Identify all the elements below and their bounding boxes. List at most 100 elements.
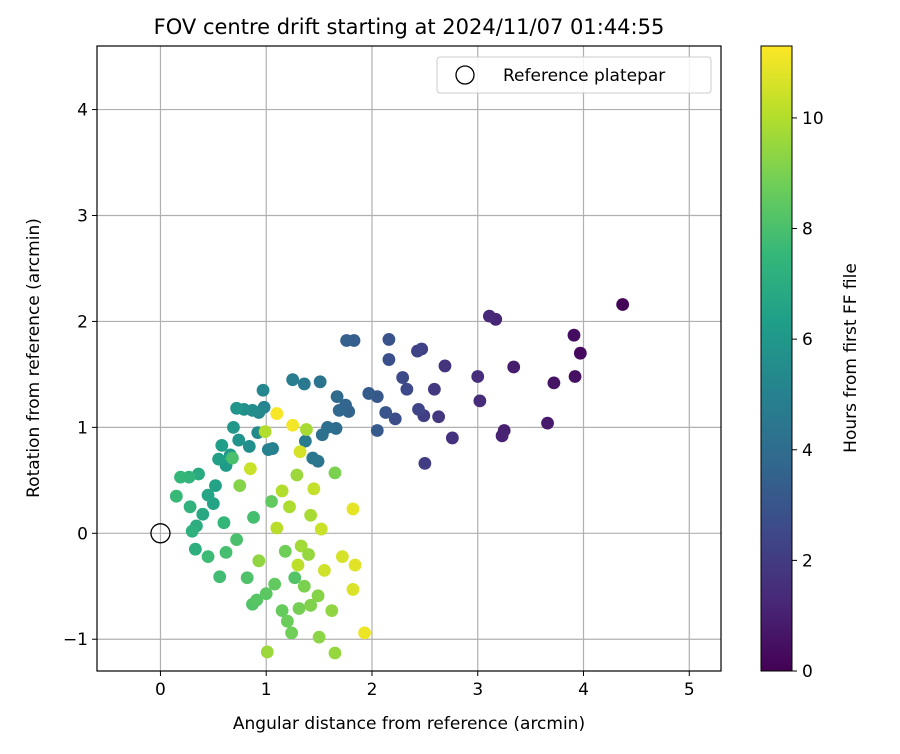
data-point <box>174 470 187 484</box>
data-point <box>286 418 300 432</box>
reference-platepar-marker <box>150 523 171 544</box>
data-point <box>225 451 239 465</box>
data-point <box>304 598 318 612</box>
data-point <box>445 431 459 445</box>
data-point <box>427 382 441 396</box>
data-point <box>473 394 487 408</box>
data-point <box>541 416 554 430</box>
data-point <box>258 425 272 438</box>
data-point <box>362 387 376 400</box>
data-point <box>568 370 582 383</box>
data-point <box>201 488 215 502</box>
colorbar-gradient <box>760 45 793 672</box>
data-point <box>230 401 244 415</box>
data-point <box>240 571 254 585</box>
data-point <box>432 410 446 424</box>
data-point <box>188 542 202 556</box>
data-point <box>382 353 396 366</box>
data-point <box>547 376 561 390</box>
data-point <box>400 382 414 396</box>
data-point <box>212 452 226 466</box>
chart-title: FOV centre drift starting at 2024/11/07 … <box>154 15 665 39</box>
data-point <box>183 500 197 514</box>
data-point <box>286 373 300 387</box>
data-point <box>297 579 311 593</box>
data-point <box>270 521 284 535</box>
data-point <box>300 423 313 436</box>
data-point <box>230 533 244 547</box>
data-point <box>278 544 292 558</box>
legend-box <box>436 56 712 94</box>
y-tick-label: 3 <box>77 206 88 226</box>
data-point <box>260 645 274 659</box>
data-point <box>388 412 402 426</box>
data-point <box>332 404 346 417</box>
data-point <box>382 333 396 346</box>
data-point <box>242 440 256 453</box>
colorbar-tick-label: 0 <box>802 662 813 682</box>
colorbar-tick-label: 6 <box>802 330 813 350</box>
data-point <box>482 309 496 323</box>
data-point <box>217 516 231 530</box>
data-point <box>340 334 353 347</box>
data-point <box>396 371 410 384</box>
data-point <box>290 468 304 482</box>
data-point <box>330 390 344 404</box>
data-point <box>312 630 326 644</box>
legend: Reference platepar <box>436 56 712 94</box>
data-point <box>169 489 183 503</box>
data-point <box>247 510 260 524</box>
data-point <box>280 614 294 628</box>
data-point <box>233 479 247 493</box>
data-point <box>298 434 312 448</box>
reference-marker-group <box>150 523 171 544</box>
y-axis-ticks: −1 0 1 2 3 4 <box>63 101 97 650</box>
x-axis-ticks: 0 1 2 3 4 5 <box>155 671 695 700</box>
data-point <box>306 451 320 465</box>
data-point <box>209 479 222 493</box>
data-point <box>201 550 215 563</box>
data-point <box>314 522 328 536</box>
colorbar-label: Hours from first FF file <box>841 263 861 453</box>
data-point <box>243 462 257 476</box>
data-point <box>270 407 284 420</box>
data-point <box>283 500 296 514</box>
data-point <box>307 482 321 496</box>
data-point <box>293 445 307 459</box>
data-point <box>265 495 278 508</box>
data-point <box>315 428 329 442</box>
x-tick-label: 1 <box>261 680 272 700</box>
data-point <box>438 359 452 373</box>
data-point <box>325 604 339 618</box>
data-point <box>285 626 299 640</box>
data-point <box>275 484 289 498</box>
data-point <box>313 375 327 389</box>
data-point <box>268 577 282 591</box>
data-point <box>185 524 199 538</box>
data-point <box>495 429 509 443</box>
data-point <box>411 344 424 358</box>
data-point <box>213 570 227 584</box>
plot-frame <box>96 45 722 672</box>
data-point <box>215 438 229 452</box>
data-point <box>252 554 266 568</box>
x-tick-label: 5 <box>684 680 695 700</box>
colorbar-tick-label: 8 <box>802 220 813 240</box>
data-point <box>348 558 362 572</box>
x-axis-label: Angular distance from reference (arcmin) <box>233 714 585 734</box>
data-point <box>256 383 270 397</box>
x-tick-label: 0 <box>155 680 166 700</box>
data-point <box>259 587 273 601</box>
data-point <box>196 507 210 521</box>
data-point <box>616 298 630 311</box>
data-points <box>169 298 630 660</box>
data-point <box>358 626 371 640</box>
colorbar-ticks: 0 2 4 6 8 10 <box>792 109 824 682</box>
data-point <box>317 563 331 577</box>
data-point <box>573 346 587 360</box>
data-point <box>346 583 360 596</box>
data-point <box>471 370 485 383</box>
x-tick-label: 2 <box>367 680 378 700</box>
